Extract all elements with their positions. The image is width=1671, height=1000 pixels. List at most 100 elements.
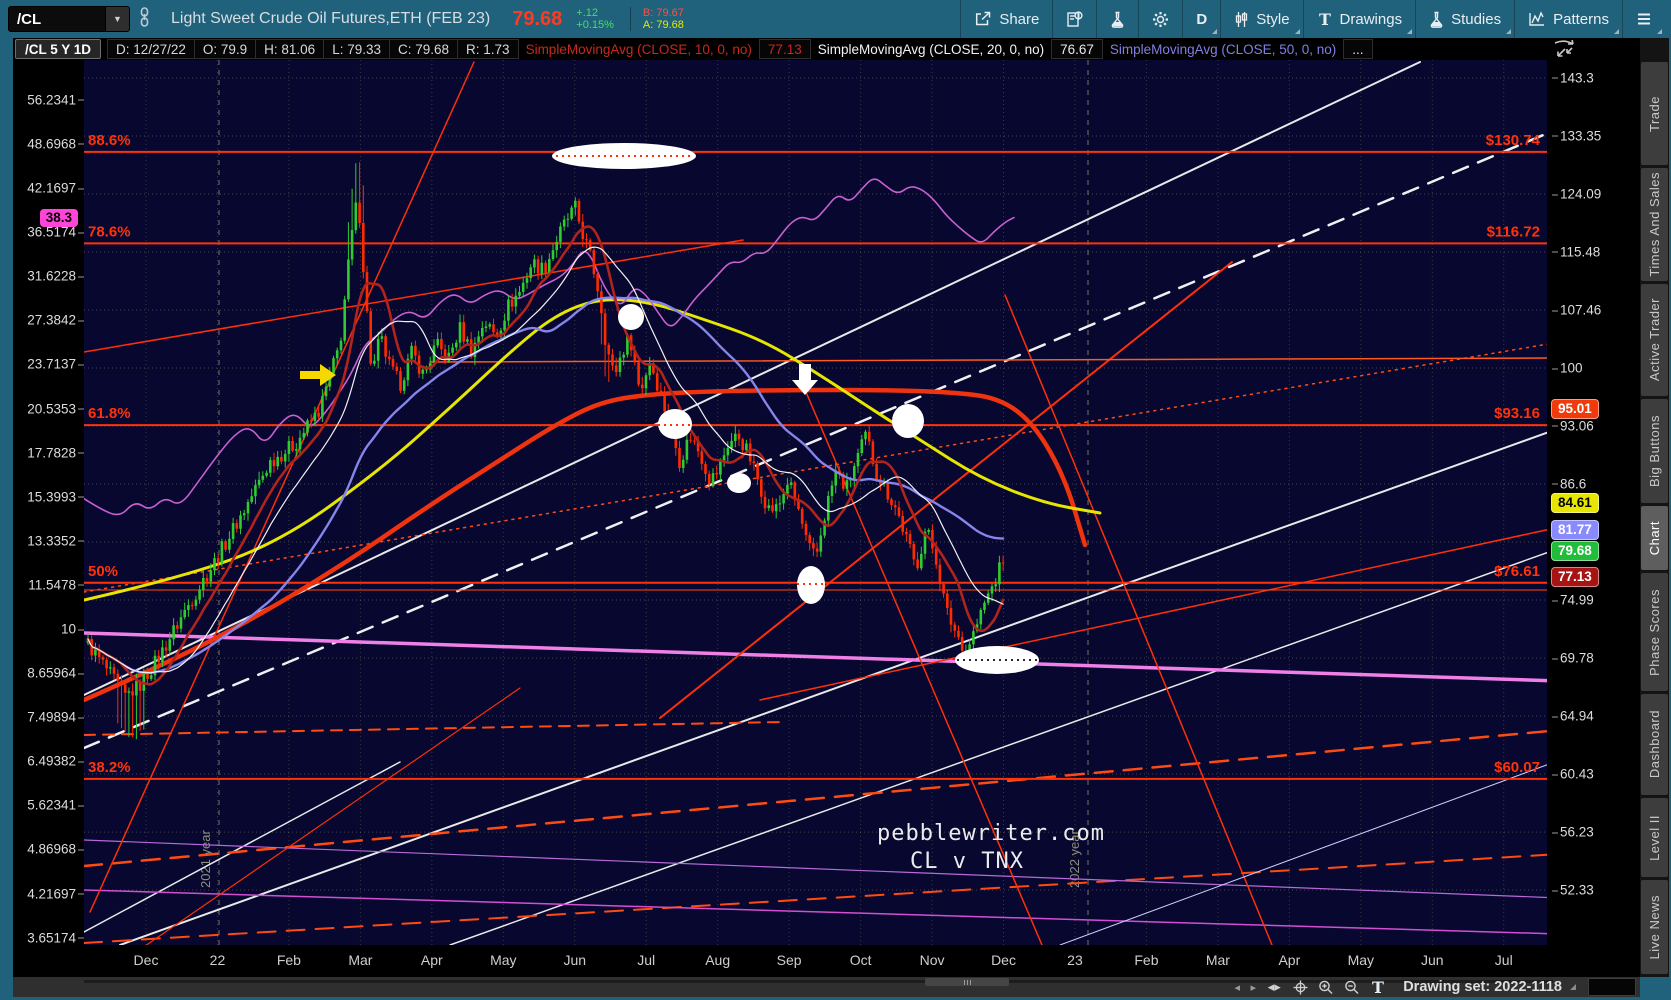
right-axis-tick: 86.6 xyxy=(1552,476,1586,491)
sidebar-tab-level-ii[interactable]: Level II xyxy=(1641,798,1668,877)
sidebar-tab-phase-scores[interactable]: Phase Scores xyxy=(1641,573,1668,691)
tnx-value-bubble: 38.3 xyxy=(39,208,78,227)
toolbar-button-label: Drawings xyxy=(1339,10,1403,28)
symbol-dropdown-button[interactable]: ▼ xyxy=(105,7,129,31)
chart-scrollbar-handle[interactable] xyxy=(925,978,1009,986)
left-axis-tick: 31.6228 xyxy=(27,269,84,284)
toolbar-button-label: Share xyxy=(999,10,1040,28)
toolbar-button-drawings[interactable]: T Drawings xyxy=(1302,0,1416,38)
bottom-toolbar: ◂ ▸ ◂▸ T Drawing set: 2022-1118 xyxy=(13,977,1640,997)
toolbar-button-more[interactable] xyxy=(1622,0,1665,38)
chart-plot-area[interactable]: 2021 year 2022 year 88.6% $130.74 78.6% $116.… xyxy=(81,60,1562,989)
text-tool-icon[interactable]: T xyxy=(1367,978,1389,996)
svg-text:38.2%: 38.2% xyxy=(88,759,131,776)
sma-study-label[interactable]: SimpleMovingAvg (CLOSE, 20, 0, no) xyxy=(817,41,1045,57)
right-axis-tick: 56.23 xyxy=(1552,825,1594,840)
left-axis-tick: 13.3352 xyxy=(27,533,84,548)
toolbar-button-share[interactable]: Share xyxy=(960,0,1052,38)
svg-text:$60.07: $60.07 xyxy=(1494,759,1540,776)
toolbar-button-patterns[interactable]: Patterns xyxy=(1514,0,1622,38)
sidebar-tab-active-trader[interactable]: Active Trader xyxy=(1641,284,1668,396)
toolbar-button-analyze[interactable] xyxy=(1096,0,1138,38)
x-axis-label: Apr xyxy=(420,952,443,968)
x-axis-label: Mar xyxy=(348,952,373,968)
drawing-set-menu-icon[interactable] xyxy=(1570,984,1576,990)
crosshair-icon[interactable] xyxy=(1289,978,1311,996)
share-icon xyxy=(974,11,992,27)
price-bubble: 77.13 xyxy=(1551,567,1599,588)
left-axis-tick: 10 xyxy=(61,622,84,637)
left-axis-tick: 27.3842 xyxy=(27,313,84,328)
left-axis-tick: 17.7828 xyxy=(27,445,84,460)
svg-text:61.8%: 61.8% xyxy=(88,405,131,422)
left-axis-tick: 7.49894 xyxy=(27,710,84,725)
svg-text:88.6%: 88.6% xyxy=(88,132,131,149)
sidebar-tab-label: Active Trader xyxy=(1647,298,1662,382)
svg-text:$116.72: $116.72 xyxy=(1487,223,1540,240)
drawing-set-label[interactable]: Drawing set: 2022-1118 xyxy=(1403,979,1562,995)
x-axis-label: Apr xyxy=(1278,952,1301,968)
sidebar-tab-label: Times And Sales xyxy=(1647,172,1662,277)
right-axis-tick: 60.43 xyxy=(1552,767,1594,782)
toolbar-button-studies[interactable]: Studies xyxy=(1415,0,1514,38)
sidebar-tab-label: Trade xyxy=(1647,95,1662,132)
price-chart-svg[interactable]: 2021 year 2022 year 88.6% $130.74 78.6% $116.… xyxy=(81,60,1562,989)
x-axis-label: May xyxy=(490,952,517,968)
snap-right-icon[interactable]: ◂▸ xyxy=(1267,979,1281,994)
price-bubble: 95.01 xyxy=(1551,399,1599,420)
svg-text:2022 year: 2022 year xyxy=(1067,830,1082,888)
left-axis-tick: 8.65964 xyxy=(27,666,84,681)
left-axis-tick: 4.21697 xyxy=(27,886,84,901)
symbol-input[interactable]: /CL ▼ xyxy=(8,6,130,32)
price-bubble: 79.68 xyxy=(1551,541,1599,562)
x-axis-label: Feb xyxy=(276,952,301,968)
sidebar-tab-label: Dashboard xyxy=(1647,710,1662,779)
chart-header: /CL 5 Y 1D D: 12/27/22 O: 79.9 H: 81.06 L: … xyxy=(13,38,1640,60)
beaker-icon xyxy=(1429,11,1444,28)
x-axis-label: May xyxy=(1347,952,1375,968)
sidebar-tab-times-and-sales[interactable]: Times And Sales xyxy=(1641,168,1668,281)
sma-study-value: 77.13 xyxy=(758,39,811,59)
zoom-in-icon[interactable] xyxy=(1315,978,1337,996)
sidebar-tab-chart[interactable]: Chart xyxy=(1641,506,1668,570)
svg-text:$76.61: $76.61 xyxy=(1494,563,1540,580)
x-axis-label: Jul xyxy=(1494,952,1513,968)
right-axis-tick: 107.46 xyxy=(1552,303,1601,318)
sidebar-tab-dashboard[interactable]: Dashboard xyxy=(1641,694,1668,795)
pan-left-icon[interactable]: ◂ xyxy=(1234,981,1240,994)
svg-text:pebblewriter.com: pebblewriter.com xyxy=(877,821,1105,846)
ohlc-cell: R: 1.73 xyxy=(458,39,519,59)
pan-right-icon[interactable]: ▸ xyxy=(1250,981,1256,994)
toolbar-button-news[interactable]: i xyxy=(1052,0,1096,38)
toolbar-button-style[interactable]: Style xyxy=(1220,0,1302,38)
toolbar-button-timeframe[interactable]: D xyxy=(1182,0,1220,38)
sidebar-tab-live-news[interactable]: Live News xyxy=(1641,880,1668,974)
svg-text:78.6%: 78.6% xyxy=(88,223,131,240)
ohlc-cell: L: 79.33 xyxy=(324,39,390,59)
left-axis-tick: 48.6968 xyxy=(27,136,84,151)
bid-value: 79.67 xyxy=(656,7,684,19)
link-icon[interactable] xyxy=(138,6,151,33)
symbol-value[interactable]: /CL xyxy=(17,10,42,28)
sidebar-tab-trade[interactable]: Trade xyxy=(1641,62,1668,165)
hamburger-icon xyxy=(1636,12,1652,26)
sma-study-label[interactable]: SimpleMovingAvg (CLOSE, 10, 0, no) xyxy=(525,41,752,57)
sma-study-label[interactable]: SimpleMovingAvg (CLOSE, 50, 0, no) xyxy=(1109,41,1337,57)
price-bubble: 81.77 xyxy=(1551,520,1599,541)
text-tool-icon: T xyxy=(1317,11,1333,28)
bid-label: B: xyxy=(642,7,654,19)
gear-icon xyxy=(1152,11,1169,28)
chart-scrollbar-track[interactable] xyxy=(84,980,1553,983)
zoom-out-icon[interactable] xyxy=(1341,978,1363,996)
sidebar-tab-big-buttons[interactable]: Big Buttons xyxy=(1641,399,1668,503)
toolbar-button-settings[interactable] xyxy=(1138,0,1182,38)
svg-text:CL v TNX: CL v TNX xyxy=(910,849,1024,874)
x-axis-label: Feb xyxy=(1134,952,1159,968)
axis-reset-icon[interactable] xyxy=(1551,39,1579,65)
x-axis-label: Jun xyxy=(563,952,587,968)
instrument-title: Light Sweet Crude Oil Futures,ETH (FEB 2… xyxy=(171,10,491,27)
symbol-period-label: /CL 5 Y 1D xyxy=(15,39,102,59)
x-axis-label: Jul xyxy=(637,952,656,968)
left-axis-tick: 6.49382 xyxy=(27,754,84,769)
